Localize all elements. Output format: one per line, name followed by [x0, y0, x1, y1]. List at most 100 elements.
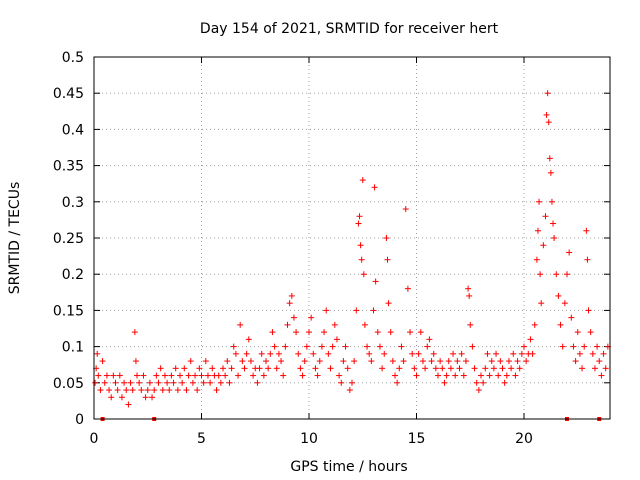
data-point — [101, 379, 108, 386]
data-point — [533, 256, 540, 263]
data-point — [450, 350, 457, 357]
data-point — [198, 372, 205, 379]
data-point — [359, 177, 366, 184]
data-point — [452, 372, 459, 379]
data-point — [360, 271, 367, 278]
data-point — [475, 387, 482, 394]
data-point — [192, 372, 199, 379]
data-point — [521, 343, 527, 350]
data-point — [308, 314, 315, 321]
y-tick-label: 0.5 — [62, 50, 84, 66]
data-point — [389, 358, 396, 365]
data-point — [396, 365, 403, 372]
data-point — [215, 372, 222, 379]
data-point — [288, 292, 295, 299]
y-tick-label: 0.35 — [53, 159, 84, 175]
data-point — [271, 343, 278, 350]
data-point — [297, 365, 304, 372]
data-point — [346, 387, 353, 394]
data-point — [323, 307, 330, 314]
data-point — [596, 358, 603, 365]
data-point — [428, 358, 435, 365]
data-point — [153, 372, 160, 379]
data-point — [471, 365, 478, 372]
data-point — [112, 379, 119, 386]
data-point — [92, 379, 99, 386]
data-point — [531, 321, 538, 328]
data-point — [411, 365, 418, 372]
data-point — [278, 358, 285, 365]
x-tick-label: 10 — [300, 431, 318, 447]
data-point — [94, 350, 101, 357]
data-point — [600, 350, 607, 357]
x-tick-label: 5 — [197, 431, 206, 447]
data-point — [376, 343, 383, 350]
data-point — [576, 350, 583, 357]
data-point — [166, 387, 173, 394]
data-point — [114, 387, 121, 394]
data-point — [134, 372, 140, 379]
y-tick-label: 0.15 — [53, 303, 84, 319]
data-point — [503, 372, 510, 379]
data-point — [374, 329, 381, 336]
data-point — [550, 220, 557, 227]
data-point — [344, 365, 351, 372]
data-point — [372, 278, 379, 285]
data-point — [260, 372, 267, 379]
data-point — [432, 365, 439, 372]
data-point — [497, 358, 504, 365]
y-tick-label: 0.1 — [62, 340, 84, 356]
data-point — [327, 365, 334, 372]
x-tick-label: 20 — [515, 431, 533, 447]
data-point — [439, 365, 446, 372]
data-point — [209, 365, 216, 372]
data-point — [587, 329, 594, 336]
data-point — [353, 307, 360, 314]
data-point — [602, 365, 609, 372]
chart-title: Day 154 of 2021, SRMTID for receiver her… — [200, 21, 499, 37]
data-point — [286, 300, 293, 307]
data-point — [290, 314, 297, 321]
gridlines — [94, 57, 610, 419]
data-point — [95, 372, 102, 379]
data-point — [534, 227, 541, 234]
data-point — [267, 350, 274, 357]
data-point — [168, 372, 175, 379]
data-point — [222, 372, 229, 379]
data-point — [235, 372, 242, 379]
data-point — [121, 379, 128, 386]
data-point — [456, 365, 463, 372]
data-point — [435, 372, 441, 379]
data-point — [151, 387, 158, 394]
data-point — [258, 350, 265, 357]
data-point — [351, 358, 358, 365]
data-point — [490, 365, 497, 372]
y-tick-label: 0.25 — [53, 231, 84, 247]
data-point — [336, 372, 343, 379]
data-point — [572, 358, 579, 365]
data-point — [523, 358, 530, 365]
data-point — [230, 343, 237, 350]
data-point — [537, 271, 544, 278]
plot-frame — [93, 56, 611, 420]
data-point — [460, 372, 467, 379]
data-point — [379, 365, 386, 372]
data-point — [331, 321, 338, 328]
x-tick-label: 15 — [408, 431, 426, 447]
data-point — [574, 329, 581, 336]
data-point — [404, 285, 411, 292]
data-point — [181, 365, 188, 372]
data-point — [381, 350, 388, 357]
data-point — [493, 350, 500, 357]
data-point — [465, 285, 472, 292]
data-point — [466, 292, 473, 299]
data-point — [310, 350, 317, 357]
data-point — [265, 365, 272, 372]
data-point — [568, 314, 575, 321]
data-point — [361, 321, 368, 328]
data-point — [547, 169, 554, 176]
data-point — [538, 300, 545, 307]
x-tick-label: 0 — [90, 431, 99, 447]
data-point — [256, 365, 263, 372]
